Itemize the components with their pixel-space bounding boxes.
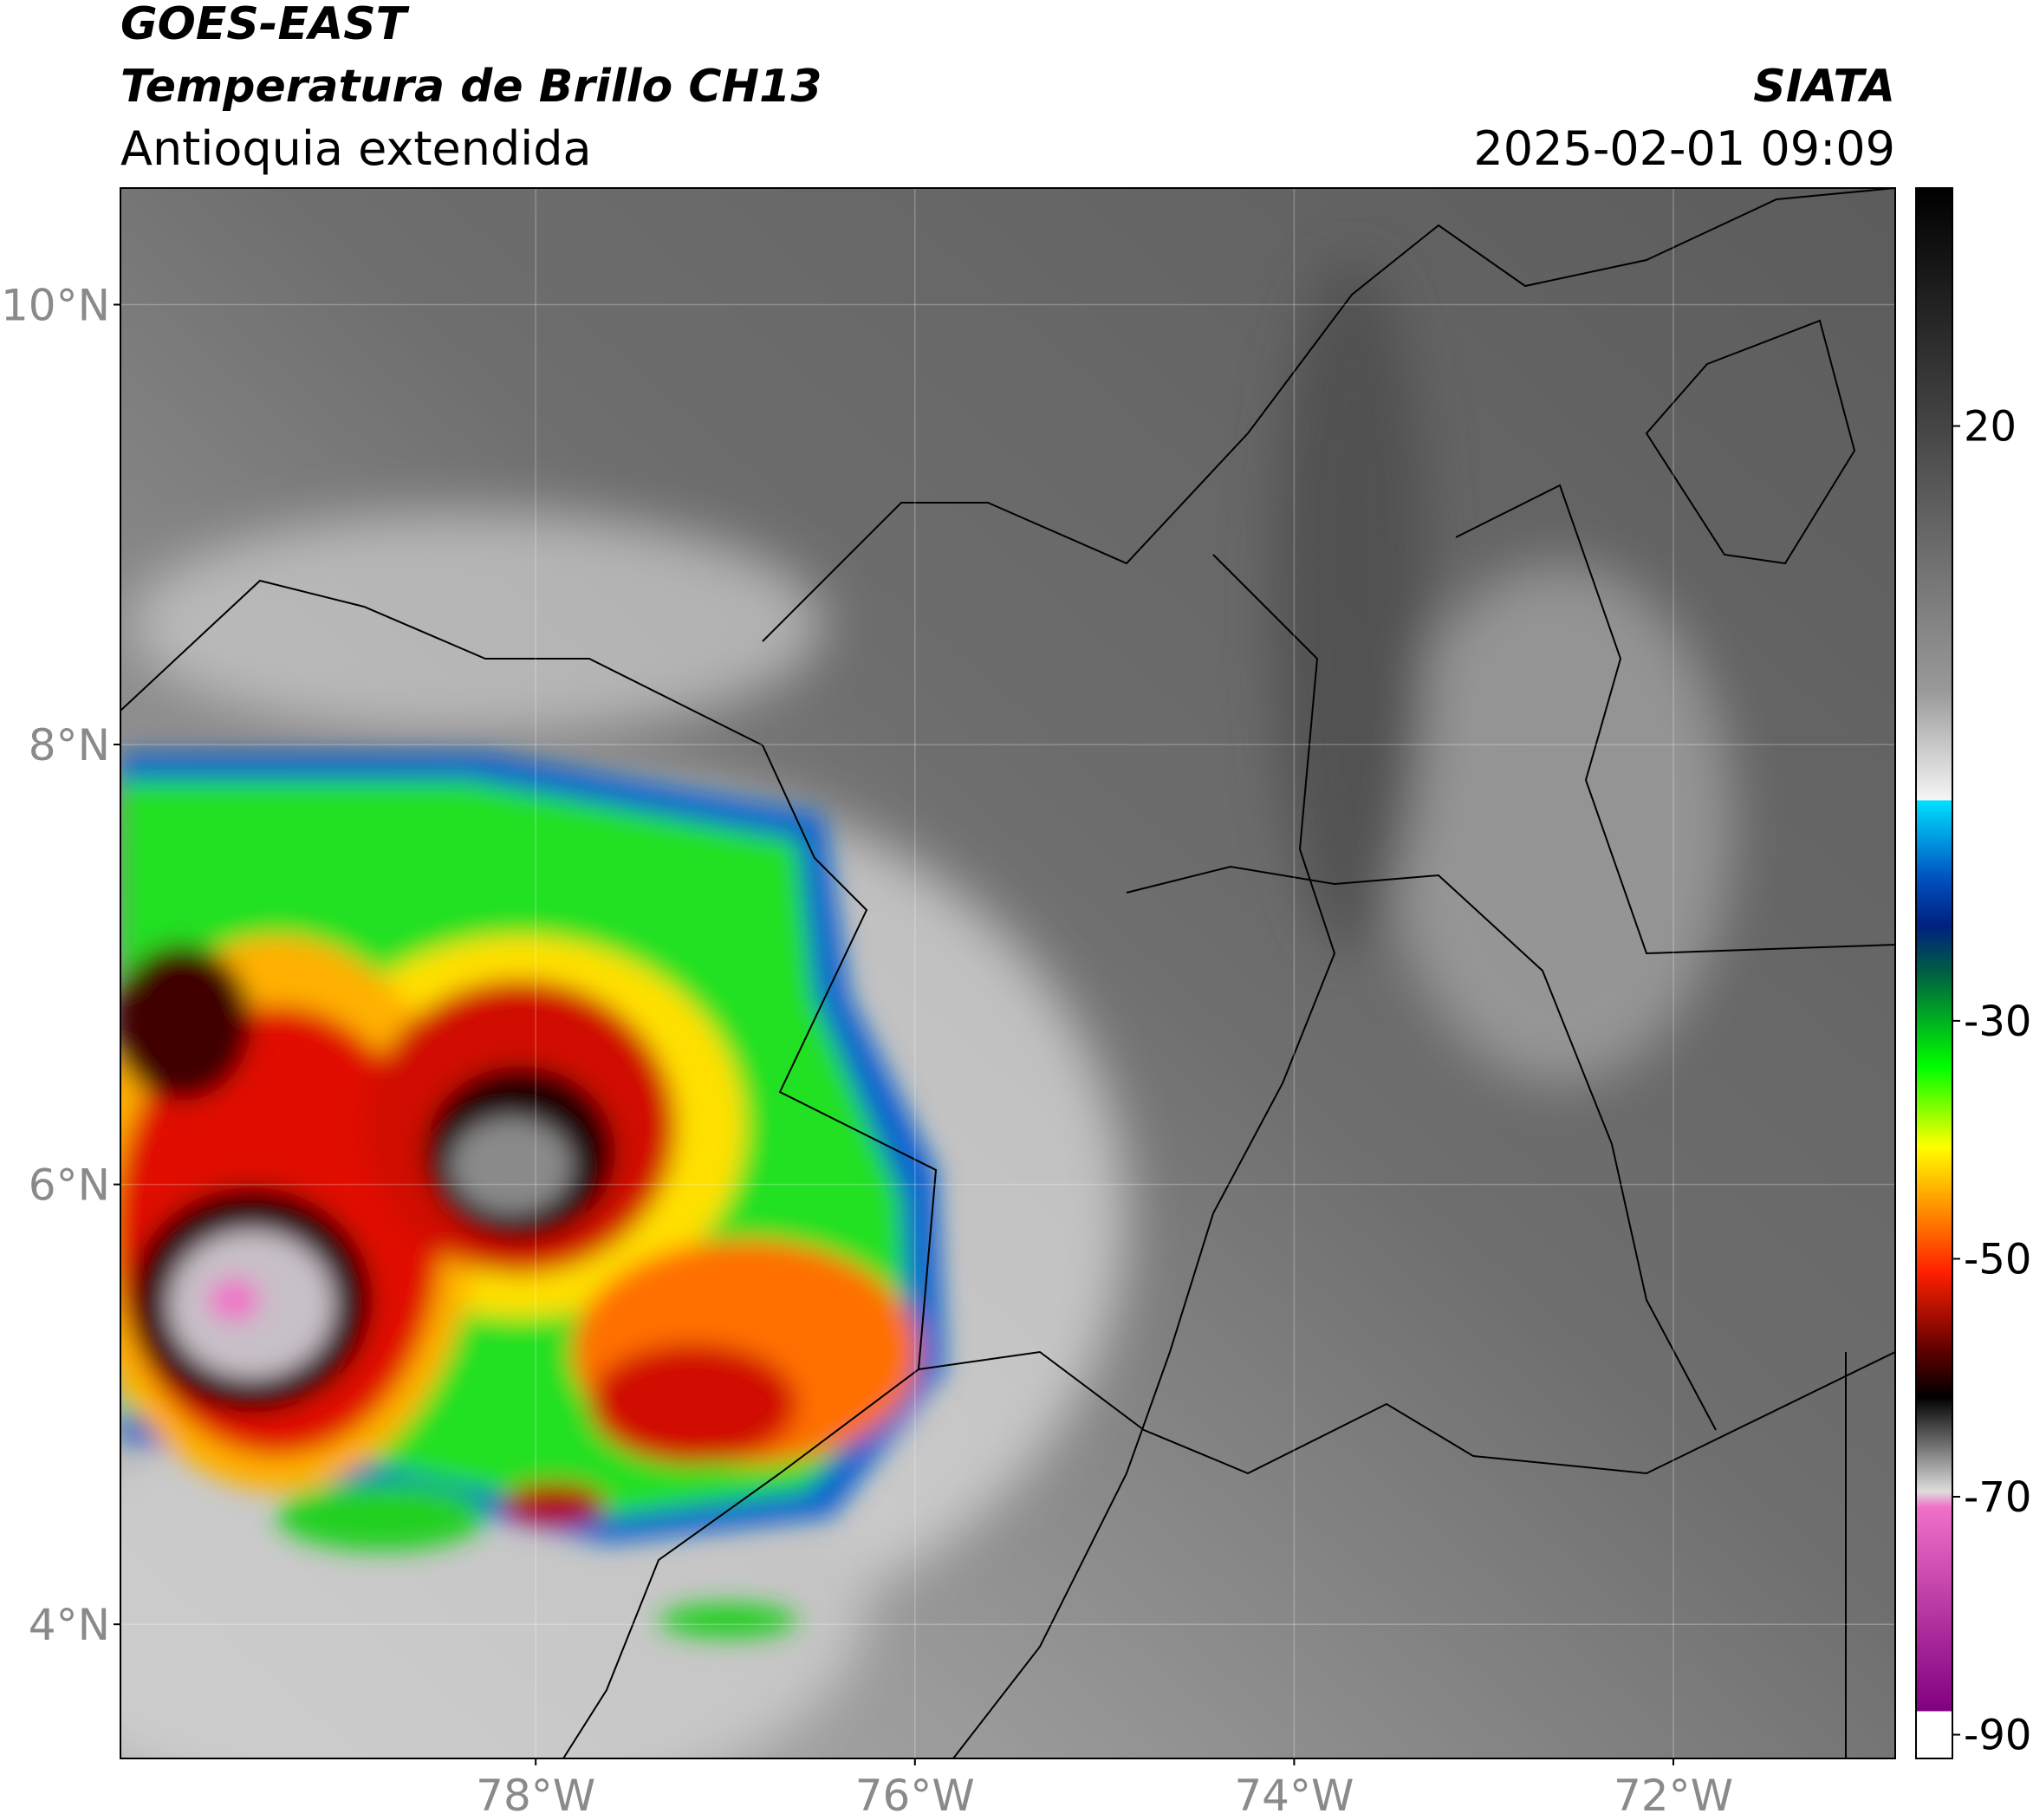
colorbar-tick-label: -30 — [1964, 998, 2031, 1046]
grid — [120, 188, 1895, 1758]
region: Antioquia extendida — [120, 121, 592, 176]
borders — [120, 188, 1895, 1758]
x-tick-label: 74°W — [1234, 1771, 1354, 1820]
y-tick-label: 8°N — [29, 720, 110, 770]
colorbar-tick-label: -90 — [1964, 1712, 2031, 1760]
title: GOES-EAST — [120, 0, 410, 50]
x-tick-label: 72°W — [1614, 1771, 1733, 1820]
datetime: 2025-02-01 09:09 — [1473, 121, 1895, 176]
map-frame — [120, 187, 1896, 1759]
subtitle: Temperatura de Brillo CH13 — [120, 61, 822, 113]
colorbar — [1915, 187, 1953, 1759]
y-tick-label: 10°N — [1, 281, 110, 331]
satellite-image — [120, 188, 1895, 1758]
colorbar-tick-label: -70 — [1964, 1473, 2031, 1522]
y-tick-label: 4°N — [29, 1600, 110, 1650]
x-tick-label: 78°W — [476, 1771, 595, 1820]
x-tick-label: 76°W — [855, 1771, 975, 1820]
source: SIATA — [1753, 61, 1895, 113]
y-tick-label: 6°N — [29, 1160, 110, 1211]
colorbar-tick-label: 20 — [1964, 403, 2017, 452]
colorbar-tick-label: -50 — [1964, 1235, 2031, 1284]
